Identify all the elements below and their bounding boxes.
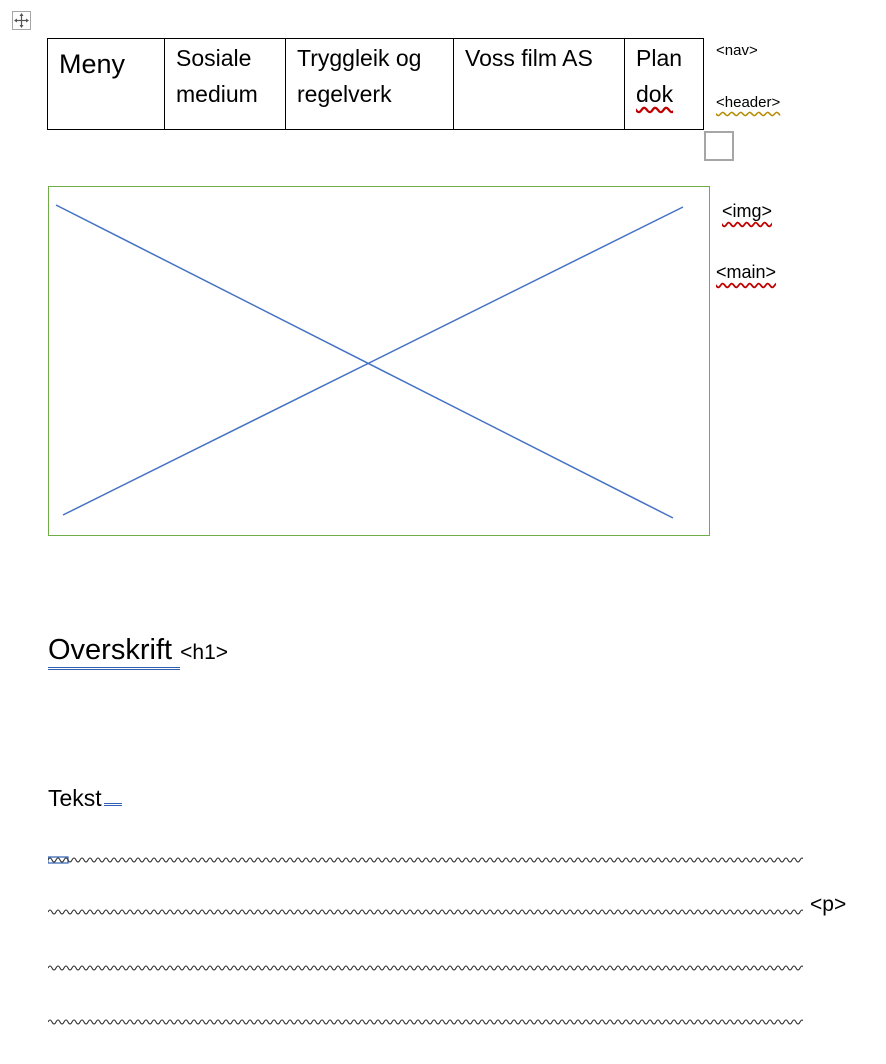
nav-cell-sosiale-medium[interactable]: Sosiale medium (164, 38, 286, 130)
nav-cell-text: regelverk (297, 81, 392, 107)
img-tag-label: <img> (722, 201, 773, 221)
page-heading: Overskrift <h1> (48, 630, 228, 673)
nav-cell-plan-dok[interactable]: Plan dok (624, 38, 704, 130)
placeholder-text-line (48, 1019, 803, 1025)
header-tag-label: <header> (716, 94, 781, 111)
nav-menu-table: Meny Sosiale medium Tryggleik og regelve… (47, 38, 704, 130)
nav-cell-text: dok (636, 81, 674, 107)
nav-tag-label: <nav> (716, 42, 758, 59)
nav-cell-text: Plan (636, 45, 683, 71)
nav-cell-tryggleik[interactable]: Tryggleik og regelverk (285, 38, 454, 130)
nav-cell-text: Meny (59, 49, 126, 79)
table-resize-handle[interactable] (704, 131, 734, 161)
nav-cell-text: medium (176, 81, 258, 107)
placeholder-cross-icon (55, 204, 684, 519)
image-placeholder[interactable] (48, 186, 710, 536)
placeholder-text-line (48, 965, 803, 971)
nav-cell-text: Sosiale (176, 45, 252, 71)
heading-text: Overskrift (48, 634, 181, 670)
nav-cell-text: Voss film AS (465, 45, 593, 71)
nav-cell-text: Tryggleik og (297, 45, 422, 71)
p-tag-label: <p> (810, 893, 847, 916)
placeholder-text-line (48, 909, 803, 915)
table-move-handle-icon[interactable] (12, 11, 31, 30)
main-tag-label: <main> (716, 262, 777, 282)
nav-cell-meny[interactable]: Meny (47, 38, 165, 130)
heading-tag-label: <h1> (180, 641, 229, 664)
nav-cell-voss-film[interactable]: Voss film AS (453, 38, 625, 130)
body-text-label: Tekst (48, 782, 122, 814)
placeholder-text-line (48, 856, 803, 864)
body-text-word: Tekst (48, 785, 102, 811)
grammar-mark (103, 793, 122, 806)
